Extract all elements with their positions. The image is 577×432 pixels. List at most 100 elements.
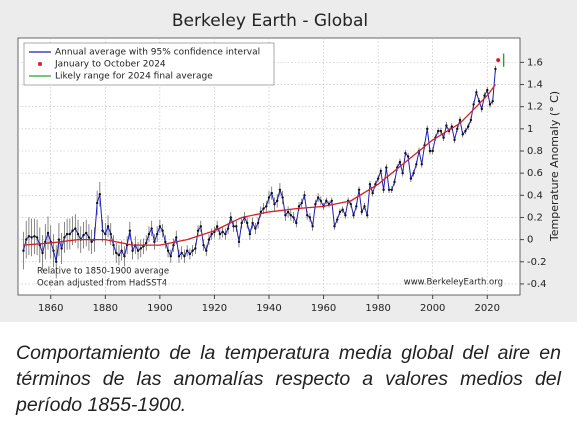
data-point [87,236,91,239]
data-point [41,251,44,255]
data-point [22,249,25,252]
data-point [300,201,303,205]
chart-title: Berkeley Earth - Global [172,11,368,31]
data-point [139,247,142,250]
data-point [295,221,298,225]
data-point [120,249,123,252]
data-point [472,103,475,106]
data-point [415,163,418,166]
data-point [376,177,380,180]
data-point [131,249,134,252]
x-tick-label: 1940 [256,303,281,314]
data-point [117,253,121,257]
data-point [494,67,497,71]
data-point [63,236,66,239]
data-point [161,229,164,232]
data-point [33,235,36,238]
data-point [248,232,252,236]
data-point [224,232,227,236]
data-point [278,188,282,191]
data-point [363,205,366,208]
data-point [275,199,279,203]
data-point [183,255,186,258]
data-point [442,136,445,139]
data-point [366,214,369,217]
data-point [74,227,77,230]
data-point [194,247,197,250]
data-point [412,171,415,175]
data-point [112,243,115,247]
x-tick-label: 2000 [420,303,445,314]
data-point [27,235,31,238]
data-point [254,227,257,230]
x-tick-label: 1960 [311,303,336,314]
data-point [38,243,42,247]
data-point [101,229,104,232]
y-tick-label: 0 [527,235,533,246]
data-point [60,247,63,250]
data-point [480,107,484,111]
data-point [95,201,99,205]
data-point [76,232,80,236]
data-point [210,232,213,236]
data-point [215,225,219,228]
data-point [98,192,102,196]
data-point [221,230,224,234]
data-point [147,232,151,236]
x-tick-label: 1920 [202,303,227,314]
data-point [292,216,295,219]
data-point [196,229,200,232]
data-point [115,251,118,255]
data-point [82,233,85,237]
data-point [289,214,293,217]
data-point [311,225,314,228]
data-point [445,124,448,127]
data-point [68,232,72,236]
data-point [319,199,323,203]
data-point [338,210,342,214]
data-point [475,91,478,94]
data-point [24,238,28,241]
data-point [175,236,178,239]
data-point [314,202,317,206]
y-tick-label: 0.6 [527,168,543,179]
data-point [286,210,290,214]
data-point [466,125,470,128]
data-point [344,214,347,217]
data-point [303,194,306,197]
y-tick-label: 1.6 [527,57,543,68]
data-point [428,149,432,153]
x-tick-label: 2020 [475,303,500,314]
data-point [461,133,464,136]
data-point [169,255,172,258]
data-point [390,188,393,191]
data-point [387,188,391,191]
data-point [477,99,481,103]
data-point [355,205,358,208]
data-point [259,210,263,214]
data-point [368,183,372,186]
data-point [164,240,167,244]
data-point [431,149,434,153]
data-point [341,208,344,211]
data-point [426,127,429,131]
data-point [308,216,312,219]
data-point [199,225,202,228]
data-point [297,205,301,208]
data-point [469,118,473,122]
legend-swatch [38,62,42,66]
data-point [330,199,333,203]
data-point [145,241,148,245]
data-point [281,196,284,199]
data-point [235,225,238,228]
data-point [240,221,243,225]
data-point [202,243,205,247]
data-point [185,249,189,252]
legend-label: Annual average with 95% confidence inter… [55,48,260,58]
y-tick-label: 1.2 [527,102,543,113]
data-point [180,251,183,255]
data-point [172,243,175,247]
data-point [409,177,413,180]
data-point [349,202,353,206]
